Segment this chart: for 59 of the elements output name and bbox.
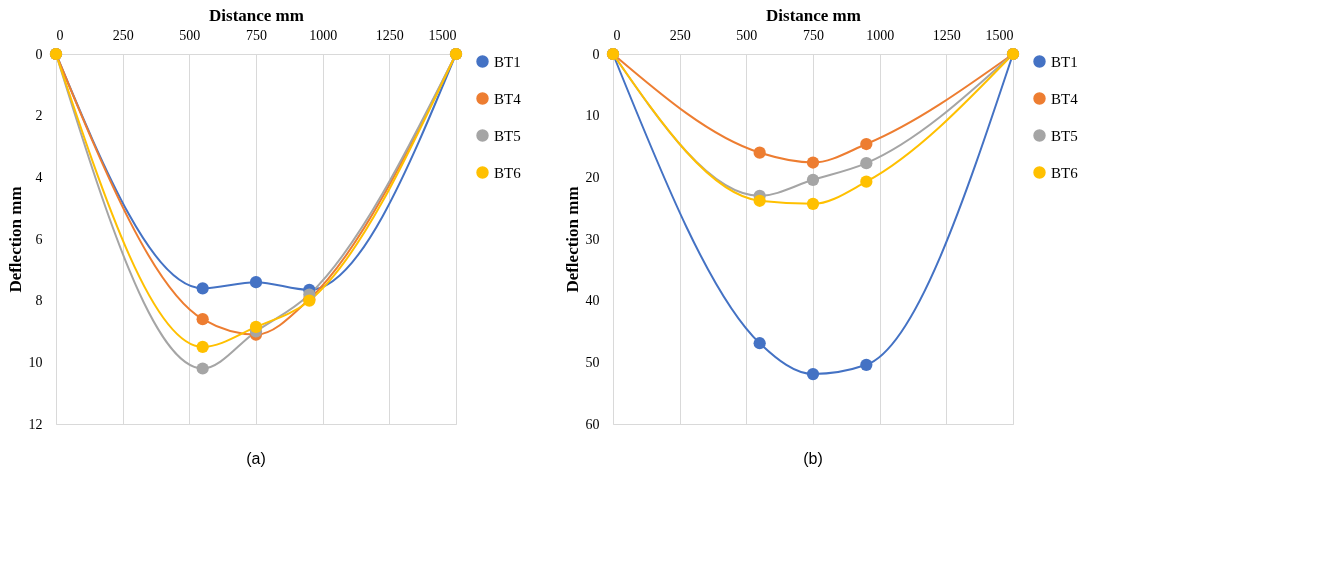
x-tick-label: 1250	[375, 27, 404, 43]
point	[753, 337, 766, 350]
point	[806, 197, 820, 210]
point	[860, 137, 873, 151]
point	[249, 320, 263, 333]
y-tick-label: 0	[35, 46, 43, 62]
y-tick-label: 6	[35, 231, 43, 247]
text: (a)	[246, 450, 266, 467]
point	[249, 276, 263, 289]
x-tick-label: 1000	[309, 27, 338, 43]
x-tick-label: 250	[112, 27, 134, 43]
y-tick-label: 10	[28, 354, 43, 370]
x-axis-title: Distance mm	[766, 5, 861, 25]
x-tick-label: 1500	[985, 27, 1014, 43]
x-tick-label: 750	[803, 27, 824, 43]
y-tick-label: 50	[585, 354, 600, 370]
legend-label: BT1	[494, 53, 521, 70]
y-tick-label: 8	[35, 293, 43, 309]
y-tick-label: 4	[35, 169, 43, 185]
x-tick-label: 250	[669, 27, 691, 43]
y-tick-label: 10	[585, 108, 600, 124]
x-tick-label: 1250	[932, 27, 961, 43]
point	[196, 313, 209, 326]
y-tick-label: 0	[592, 46, 600, 62]
legend-label: BT4	[494, 90, 522, 107]
y-tick-label: 30	[585, 231, 600, 247]
point	[196, 362, 209, 375]
x-tick-label: 0	[613, 27, 621, 43]
y-tick-label: 40	[585, 293, 600, 309]
point	[860, 157, 873, 170]
y-tick-label: 20	[585, 169, 600, 185]
legend-label: BT4	[1051, 90, 1079, 107]
point	[196, 282, 209, 295]
point	[753, 194, 766, 207]
y-tick-label: 12	[28, 416, 43, 432]
y-tick-label: 60	[585, 416, 600, 432]
x-tick-label: 1000	[866, 27, 895, 43]
x-tick-label: 0	[56, 27, 64, 43]
legend-label: BT1	[1051, 53, 1078, 70]
point	[860, 175, 873, 188]
point	[860, 358, 873, 371]
point	[196, 340, 209, 354]
x-tick-label: 500	[179, 27, 201, 43]
y-axis-title: Deflection mm	[5, 186, 25, 293]
legend-label: BT5	[494, 127, 521, 144]
legend-label: BT6	[494, 164, 522, 181]
y-tick-label: 2	[35, 108, 43, 124]
x-tick-label: 750	[246, 27, 267, 43]
point	[806, 156, 820, 169]
x-tick-label: 1500	[428, 27, 457, 43]
point	[806, 173, 820, 186]
y-axis-title: Deflection mm	[562, 186, 582, 293]
legend-label: BT6	[1051, 164, 1079, 181]
point	[753, 146, 766, 159]
legend-label: BT5	[1051, 127, 1078, 144]
x-axis-title: Distance mm	[209, 5, 304, 25]
point	[806, 367, 820, 381]
x-tick-label: 500	[736, 27, 758, 43]
text: (b)	[803, 450, 823, 467]
